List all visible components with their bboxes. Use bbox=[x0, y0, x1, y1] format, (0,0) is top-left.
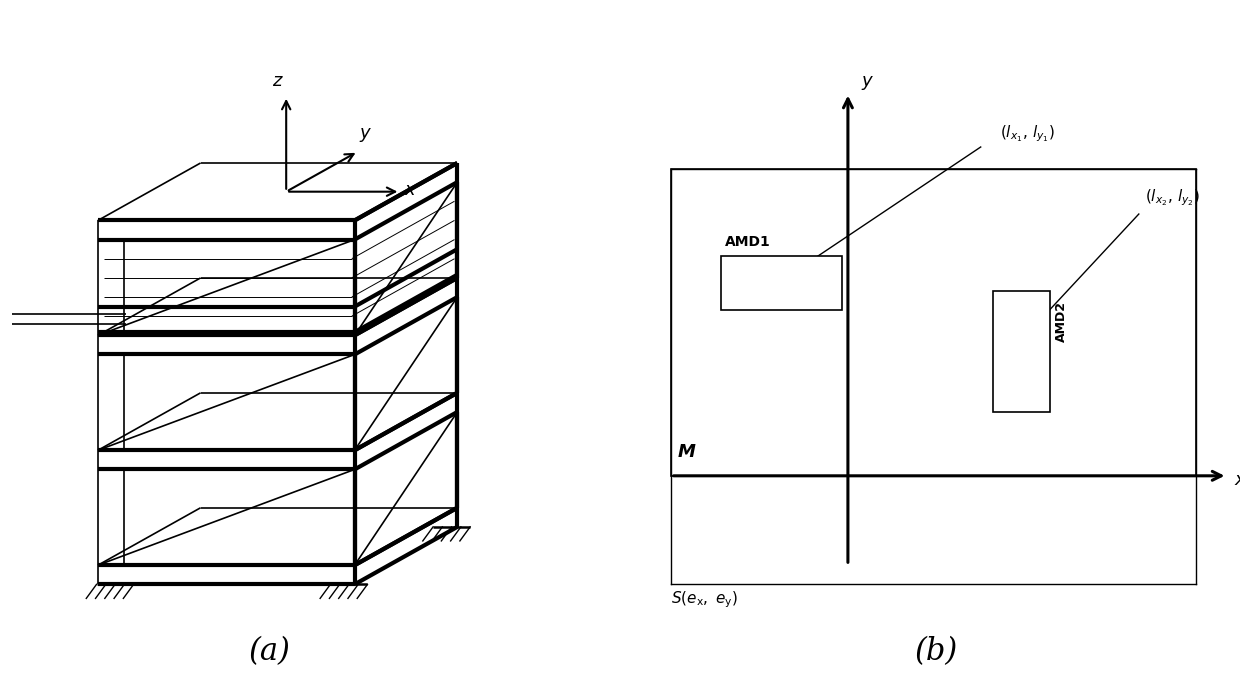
Polygon shape bbox=[355, 393, 458, 469]
Text: $x$: $x$ bbox=[404, 181, 417, 199]
Text: $x$: $x$ bbox=[1234, 471, 1240, 489]
Polygon shape bbox=[355, 297, 458, 450]
Text: $y$: $y$ bbox=[358, 126, 372, 144]
Polygon shape bbox=[355, 182, 458, 335]
Polygon shape bbox=[98, 508, 458, 565]
Polygon shape bbox=[355, 508, 458, 584]
Text: $(l_{\mathit{x}_2},\, l_{\mathit{y}_2})$: $(l_{\mathit{x}_2},\, l_{\mathit{y}_2})$ bbox=[1145, 187, 1200, 208]
Bar bbox=[722, 255, 842, 310]
Text: AMD1: AMD1 bbox=[724, 235, 770, 249]
Polygon shape bbox=[98, 393, 458, 450]
Bar bbox=[993, 291, 1050, 412]
Polygon shape bbox=[355, 163, 458, 239]
Text: (a): (a) bbox=[248, 636, 290, 668]
Text: $y$: $y$ bbox=[861, 74, 874, 92]
Polygon shape bbox=[355, 412, 458, 565]
Text: $(l_{\mathit{x}_1},\, l_{\mathit{y}_1})$: $(l_{\mathit{x}_1},\, l_{\mathit{y}_1})$ bbox=[999, 124, 1055, 144]
Text: $\boldsymbol{M}$: $\boldsymbol{M}$ bbox=[677, 443, 697, 461]
Text: (b): (b) bbox=[915, 636, 959, 668]
Polygon shape bbox=[98, 278, 458, 335]
Polygon shape bbox=[98, 163, 458, 221]
Text: AMD2: AMD2 bbox=[1055, 301, 1069, 341]
Text: $z$: $z$ bbox=[272, 72, 284, 90]
Text: $S(e_{\mathrm{x}},\ e_{\mathrm{y}})$: $S(e_{\mathrm{x}},\ e_{\mathrm{y}})$ bbox=[671, 590, 738, 610]
Polygon shape bbox=[355, 278, 458, 355]
